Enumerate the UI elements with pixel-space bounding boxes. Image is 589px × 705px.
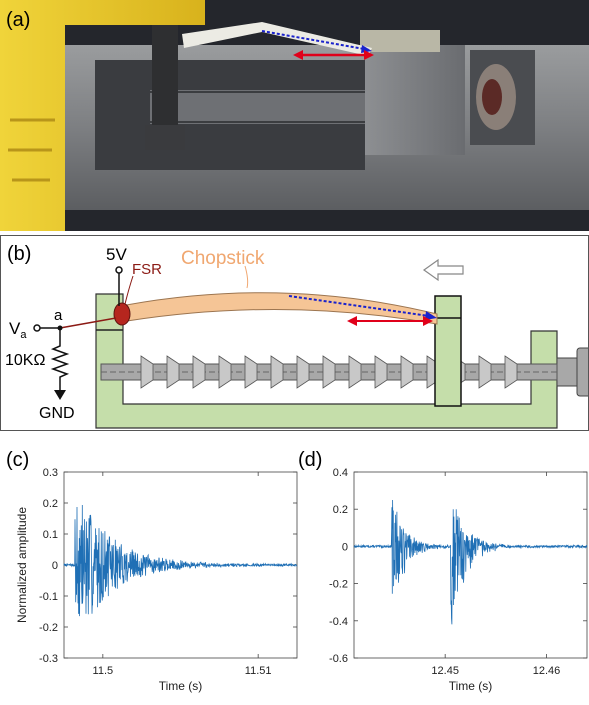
movable-jaw [365,45,465,155]
screw-knob [576,347,589,397]
y-tick-label: 0 [52,560,58,572]
lead-screw [150,90,365,124]
chopstick-pointer [244,265,249,289]
y-tick-label: 0.2 [333,504,348,516]
clamp-foot [145,125,185,150]
y-tick-label: 0 [342,541,348,553]
fsr-sensor [113,302,131,326]
signal-line [353,499,588,625]
blue-arrowhead [425,311,437,320]
yellow-clamp [0,0,205,231]
x-tick-label: 12.45 [431,665,459,677]
y-tick-label: 0.4 [333,467,348,479]
output-label: Va [9,319,27,341]
clamp-lettering [8,118,55,182]
y-tick-label: -0.3 [39,653,58,665]
resistor-label: 10KΩ [5,352,45,369]
panel-c-label: (c) [6,449,29,471]
panel-d-label: (d) [298,449,322,471]
photo-blue-arrowhead [361,45,372,53]
screw-thread [348,355,362,389]
vise-photo: (a) [0,0,589,231]
screw-thread [140,355,154,389]
screw-thread [400,355,414,389]
panel-b-label: (b) [7,243,31,265]
screw-thread [166,355,180,389]
y-axis-label: Normalized amplitude [15,507,29,623]
schematic-panel: (b) 5V FSR Chopstick [0,235,589,431]
red-arrowhead-left [347,316,357,326]
movable-jaw [434,295,462,407]
fsr-wire [59,317,117,329]
photo-red-arrowhead-right [364,50,374,60]
screw-thread [192,355,206,389]
chart-c: -0.3 -0.2 -0.1 0 0.1 0.2 0.3 11.5 11.51 Time (s) N… [15,467,298,693]
red-arrowhead-right [423,316,433,326]
x-tick-label: 11.5 [93,665,114,677]
ground-symbol [54,390,66,400]
screw-thread [218,355,232,389]
chopstick-photo [182,22,372,56]
y-tick-label: -0.1 [39,591,58,603]
output-terminal [33,324,41,332]
x-tick-label: 12.46 [533,665,561,677]
screw-thread [270,355,284,389]
clamp-spindle [152,20,178,130]
photo-panel: (a) [0,0,589,231]
schematic-diagram: (b) 5V FSR Chopstick [5,243,589,429]
photo-blue-arrow [261,30,371,51]
photo-red-arrowhead-left [293,50,303,60]
plots-panel: (c) (d) -0.3 -0.2 -0.1 0 0.1 0.2 0.3 11.5 11.51 T… [0,436,589,700]
signal-plots: (c) (d) -0.3 -0.2 -0.1 0 0.1 0.2 0.3 11.5 11.51 T… [6,449,588,693]
y-tick-label: 0.1 [43,529,58,541]
signal-line [63,504,298,617]
screw-thread [296,355,310,389]
supply-label: 5V [106,245,127,264]
screw-handle [556,357,578,387]
x-tick-label: 11.51 [245,665,272,677]
screw-thread [478,355,492,389]
ground-label: GND [39,405,75,422]
chart-d: -0.6 -0.4 -0.2 0 0.2 0.4 12.45 12.46 Time (s) [329,467,588,693]
y-tick-label: -0.4 [329,616,348,628]
blue-arrow [288,295,430,317]
chopstick [120,292,438,325]
push-direction-arrow [422,258,464,282]
y-tick-label: -0.2 [329,579,348,591]
jaw-pad [360,30,440,52]
fsr-label: FSR [132,261,162,278]
chopstick-label: Chopstick [181,248,265,269]
screw-thread [244,355,258,389]
fsr-pointer [124,275,134,305]
screw-threads [150,91,365,123]
supply-terminal [115,266,123,274]
knob-center [482,79,502,115]
y-tick-label: 0.2 [43,498,58,510]
resistor [50,328,70,390]
screw-thread [374,355,388,389]
panel-a-label: (a) [6,9,30,31]
node-a-label: a [54,307,63,324]
y-tick-label: 0.3 [43,467,58,479]
y-tick-label: -0.2 [39,622,58,634]
x-axis-label: Time (s) [449,679,493,693]
screw-thread [322,355,336,389]
screw-thread [504,355,518,389]
y-tick-label: -0.6 [329,653,348,665]
x-axis-label: Time (s) [159,679,203,693]
